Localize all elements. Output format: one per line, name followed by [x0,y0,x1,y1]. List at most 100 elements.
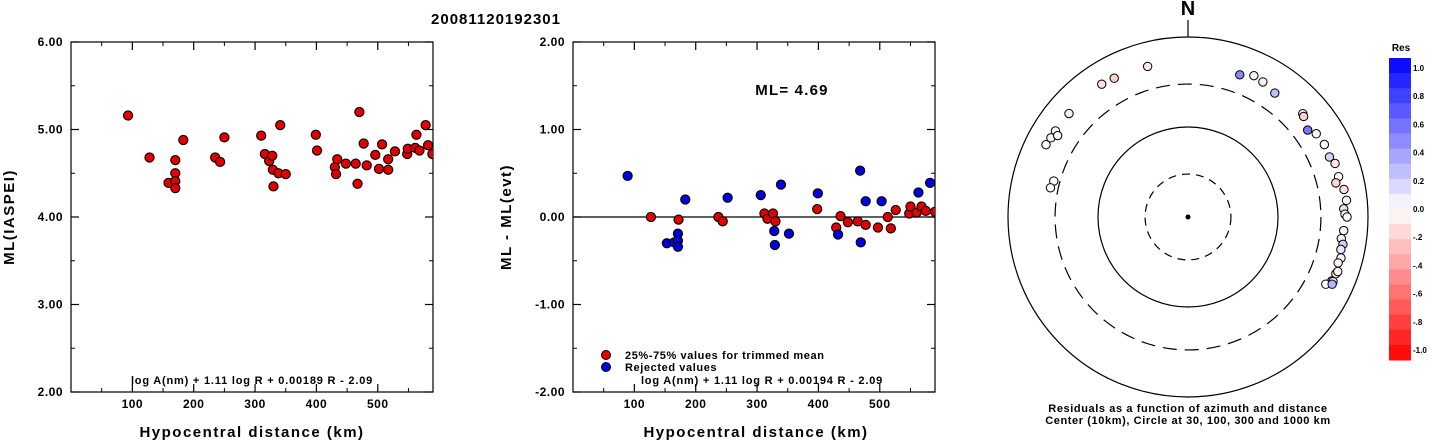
panel1-data-point [370,149,381,161]
panel-polar-residuals: N Residuals as a function of azimuth and… [1007,0,1369,427]
panel2-data-point [832,229,844,240]
colorbar-tick-label: -.2 [1413,233,1423,242]
colorbar-tick-label: -.8 [1413,318,1423,327]
panel1-data-point [332,154,343,165]
panel1-frame [70,41,434,393]
station-residual-point [1319,139,1330,150]
colorbar-swatch [1389,73,1411,89]
station-residual-point [1045,183,1056,193]
station-residual-point [1041,139,1051,150]
panel1-data-point [310,129,321,140]
colorbar-swatch [1389,269,1411,285]
panel2-data-point [860,196,871,207]
legend-label-rejected: Rejected values [625,362,717,374]
station-residual-point [1302,125,1313,135]
panel1-points-clipped [122,106,433,194]
colorbar-tick-label: -.6 [1413,290,1423,299]
panel2-data-point [769,225,780,237]
panel2-data-point [920,205,931,217]
panel1-data-point [330,168,342,180]
panel1-data-point [178,134,189,146]
polar-caption-line2: Center (10km), Circle at 30, 100, 300 an… [1045,415,1331,427]
panel1-ytick-label: 6.00 [38,35,63,49]
panel1-data-point [219,132,230,143]
panel2-xtick-label: 300 [746,397,768,411]
panel2-xtick-label: 100 [624,397,646,411]
colorbar-swatch [1389,163,1411,180]
station-residual-point [1142,61,1153,72]
panel1-data-point [376,139,388,150]
panel2-data-point [783,228,795,239]
panel1-data-point [427,148,433,160]
panel2-data-point [622,170,633,182]
panel2-data-point [855,237,866,248]
station-residual-point [1331,178,1341,188]
panel2-points-clipped [622,165,935,252]
colorbar-swatch [1389,299,1411,316]
colorbar-swatch [1389,224,1411,240]
colorbar-swatch [1389,58,1411,74]
colorbar-tick-label: -.4 [1413,261,1423,270]
station-residual-point [1330,158,1340,169]
panel2-ytick-label: -2.00 [535,385,565,399]
legend-marker-rejected [601,362,611,372]
station-residual-point [1097,79,1107,89]
panel2-data-point [835,210,846,222]
panel2-data-point [876,196,887,207]
panel1-data-point [389,146,401,157]
panel2-data-point [770,216,781,227]
panel2-data-point [673,214,684,225]
panel1-ytick-label: 2.00 [38,385,63,399]
panel1-data-point [256,130,267,141]
station-residual-point [1258,77,1268,87]
panel1-ytick-label: 3.00 [38,298,63,312]
panel1-data-point [411,129,422,140]
panel1-xtick-label: 400 [306,397,328,411]
panel2-data-point [680,194,691,205]
legend-marker-trimmed [601,350,611,360]
panel2-data-point [872,222,884,233]
panel1-data-point [340,158,352,169]
panel1-xtick-label: 300 [244,397,266,411]
panel2-axes: -2.00 -1.00 0.00 1.00 2.00 100 200 300 400 500 [535,35,936,411]
colorbar-swatch [1389,329,1411,346]
panel1-xtick-label: 200 [183,397,205,411]
station-residual-point [1064,108,1074,119]
panel2-data-point [722,192,733,203]
north-label: N [1181,0,1195,20]
panel2-data-point [775,179,787,190]
panel1-data-point [420,119,431,131]
polar-points [1041,61,1352,289]
colorbar-swatch [1389,148,1411,165]
colorbar-tick-label: 1.0 [1413,64,1425,73]
station-residual-point [1339,184,1349,195]
panel2-data-point [812,188,823,199]
station-residual-point [1333,266,1343,277]
colorbar-swatch [1389,103,1411,119]
colorbar-swatch [1389,209,1411,225]
colorbar-swatch [1389,178,1411,195]
panel2-data-point [755,189,766,201]
panel1-points [122,106,433,194]
panel2-data-point [924,177,935,189]
panel1-x-axis-label: Hypocentral distance (km) [139,424,364,441]
station-residual-point [1336,244,1346,255]
ring-300km [1054,83,1322,351]
station-residual-point [1333,258,1343,268]
station-residual-point [1342,212,1352,222]
colorbar-tick-label: 0.4 [1413,149,1425,158]
panel-ml-iaspei: 2.00 3.00 4.00 5.00 6.00 100 200 300 400 500 Hypo… [1,35,434,441]
station-residual-point [1324,152,1335,162]
colorbar-swatch [1389,193,1411,210]
panel1-data-point [354,106,365,118]
panel2-data-point [929,206,935,217]
panel1-formula: log A(nm) + 1.11 log R + 0.00189 R - 2.0… [131,375,373,387]
station-residual-point [1341,195,1352,206]
panel1-data-point [383,164,394,175]
panel1-data-point [268,181,279,192]
station-residual-point [1298,111,1309,122]
residual-colorbar: Res 1.0 0.8 0.6 0.4 0.2 0.0 -.2 -.4 -.6 -.8 -1.0 [1389,43,1427,361]
figure-title: 20081120192301 [431,11,561,28]
panel2-data-point [769,239,781,251]
